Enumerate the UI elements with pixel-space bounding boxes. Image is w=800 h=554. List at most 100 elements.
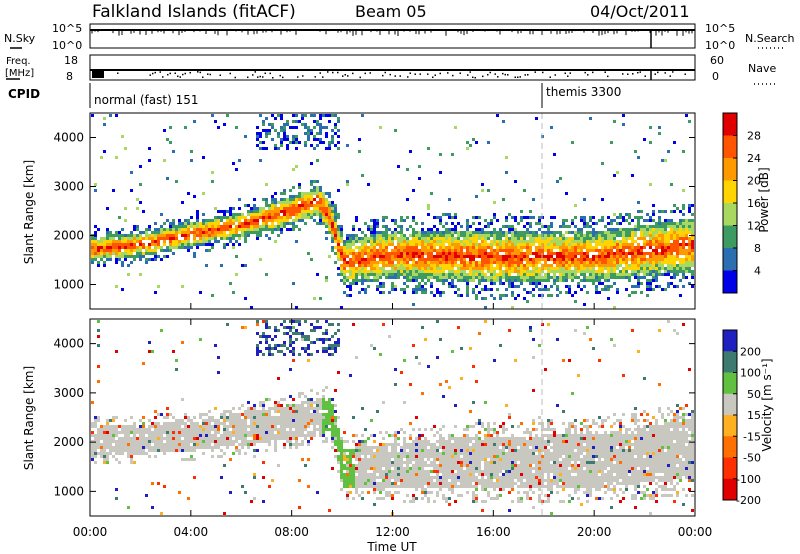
power-cell — [508, 249, 511, 252]
velocity-cell — [286, 440, 289, 443]
velocity-cell — [289, 335, 292, 338]
power-cell — [487, 234, 490, 237]
power-cell — [232, 213, 235, 216]
nsky-tick-bottom: 10^0 — [52, 39, 82, 52]
velocity-cell — [142, 428, 145, 431]
power-cell — [397, 267, 400, 270]
power-cell — [598, 273, 601, 276]
velocity-cell — [313, 401, 316, 404]
power-cell — [253, 225, 256, 228]
power-cell — [241, 225, 244, 228]
power-cell — [475, 141, 478, 144]
power-cell — [250, 306, 253, 309]
power-cell — [214, 231, 217, 234]
power-cell — [400, 258, 403, 261]
power-cell — [109, 255, 112, 258]
power-cell — [445, 237, 448, 240]
power-cell — [103, 264, 106, 267]
power-cell — [451, 279, 454, 282]
nave-dot — [189, 71, 191, 74]
velocity-cell — [205, 440, 208, 443]
colorbar-segment — [723, 180, 737, 204]
power-cell — [601, 258, 604, 261]
power-cell — [268, 210, 271, 213]
power-cell — [592, 276, 595, 279]
power-cell — [622, 258, 625, 261]
nave-dot — [247, 76, 249, 79]
velocity-cell — [133, 425, 136, 428]
power-cell — [586, 252, 589, 255]
power-cell — [499, 270, 502, 273]
power-cell — [292, 120, 295, 123]
velocity-cell — [322, 404, 325, 407]
velocity-cell — [289, 413, 292, 416]
power-cell — [199, 243, 202, 246]
velocity-cell — [160, 443, 163, 446]
power-cell — [589, 267, 592, 270]
power-cell — [472, 288, 475, 291]
power-cell — [466, 285, 469, 288]
power-cell — [427, 276, 430, 279]
nave-dot — [347, 75, 349, 77]
nave-label: Nave — [748, 62, 776, 75]
power-cell — [301, 192, 304, 195]
velocity-cell — [325, 440, 328, 443]
velocity-cell — [253, 431, 256, 434]
power-cell — [406, 249, 409, 252]
velocity-cell — [205, 431, 208, 434]
power-cell — [259, 135, 262, 138]
power-cell — [562, 237, 565, 240]
power-cell — [352, 234, 355, 237]
velocity-cell — [283, 434, 286, 437]
power-cell — [217, 210, 220, 213]
velocity-cell — [322, 350, 325, 353]
power-cell — [535, 285, 538, 288]
power-cell — [682, 249, 685, 252]
power-cell — [235, 228, 238, 231]
power-cell — [589, 264, 592, 267]
power-cell — [514, 270, 517, 273]
power-cell — [688, 261, 691, 264]
nsearch-label: N.Search — [745, 32, 795, 45]
power-cell — [658, 243, 661, 246]
power-cell — [277, 222, 280, 225]
nave-dot — [452, 74, 454, 77]
power-cell — [418, 243, 421, 246]
velocity-cell — [148, 431, 151, 434]
power-cell — [262, 228, 265, 231]
power-cell — [250, 207, 253, 210]
velocity-cell — [226, 440, 229, 443]
power-cell — [412, 288, 415, 291]
power-cell — [202, 234, 205, 237]
nave-dot — [319, 72, 321, 74]
power-cell — [556, 294, 559, 297]
power-cell — [448, 234, 451, 237]
power-cell — [136, 207, 139, 210]
velocity-cell — [223, 413, 226, 416]
power-cell — [571, 246, 574, 249]
power-cell — [304, 123, 307, 126]
power-cell — [421, 234, 424, 237]
power-cell — [319, 216, 322, 219]
velocity-cell — [262, 332, 265, 335]
power-cell — [91, 246, 94, 249]
power-cell — [454, 291, 457, 294]
power-cell — [223, 216, 226, 219]
power-cell — [364, 249, 367, 252]
power-cell — [526, 273, 529, 276]
velocity-cell — [307, 425, 310, 428]
power-cell — [229, 216, 232, 219]
velocity-cell — [313, 407, 316, 410]
nave-dot — [587, 74, 589, 76]
power-cell — [211, 237, 214, 240]
power-cell — [232, 291, 235, 294]
power-cell — [559, 231, 562, 234]
power-cell — [244, 240, 247, 243]
power-cell — [562, 219, 565, 222]
power-cell — [223, 246, 226, 249]
velocity-cell — [178, 428, 181, 431]
velocity-cell — [130, 431, 133, 434]
power-cell — [484, 240, 487, 243]
power-cell — [166, 177, 169, 180]
power-cell — [631, 174, 634, 177]
